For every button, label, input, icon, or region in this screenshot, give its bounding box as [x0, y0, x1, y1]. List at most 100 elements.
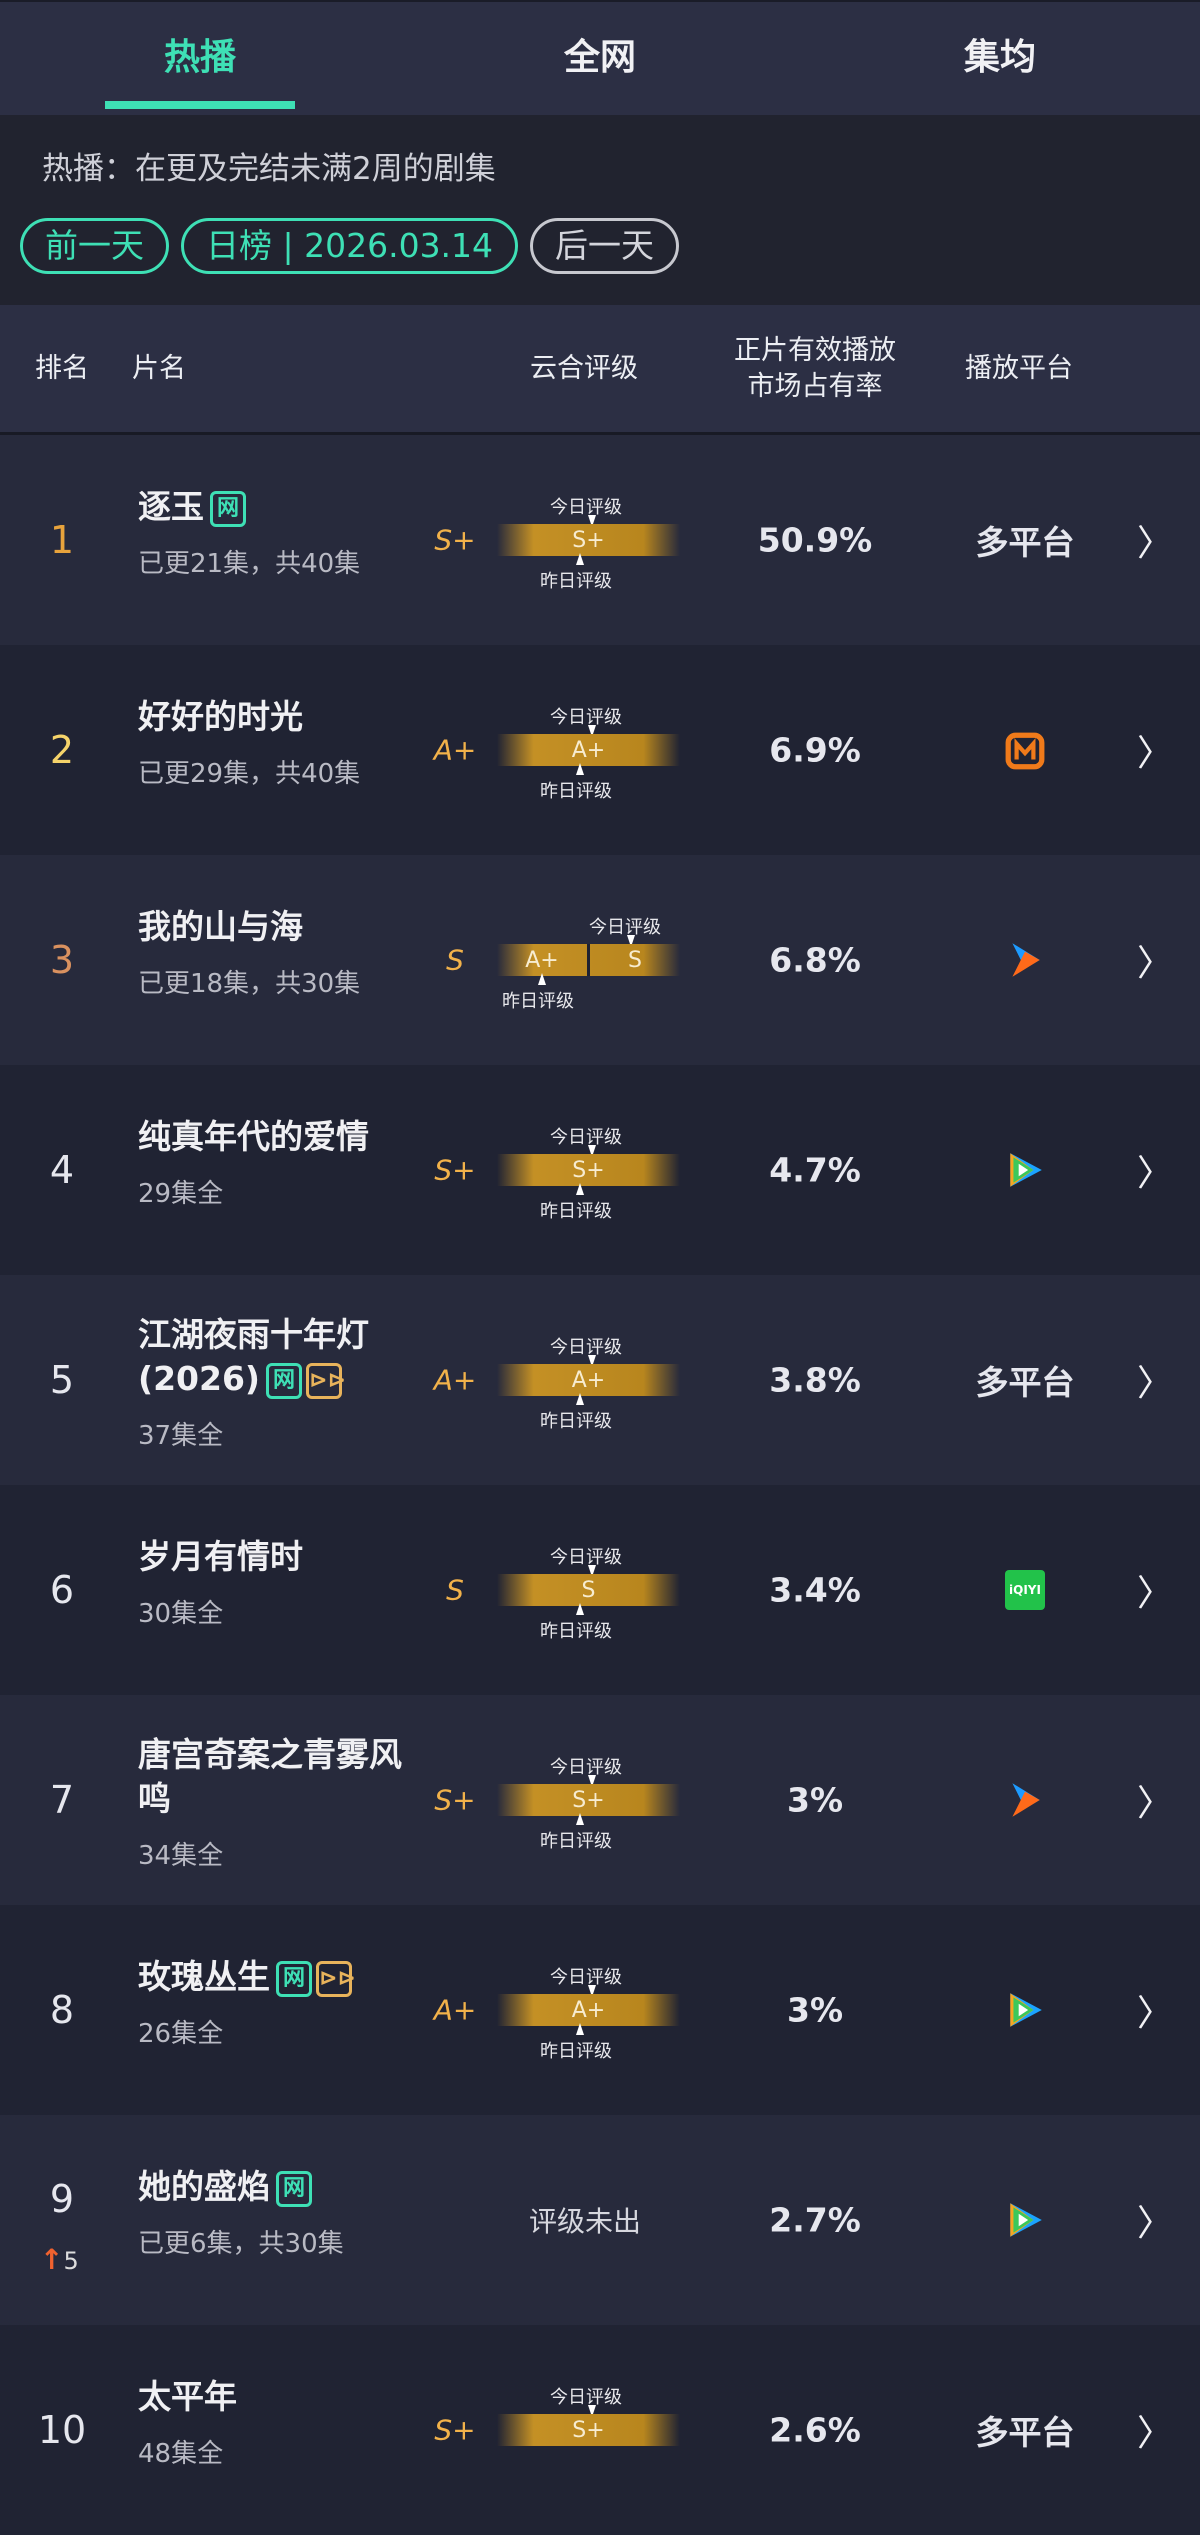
- chevron-right-icon[interactable]: 〉: [1136, 523, 1174, 564]
- chevron-right-icon[interactable]: 〉: [1136, 2203, 1174, 2244]
- drama-title-text: 她的盛焰: [138, 2167, 270, 2206]
- youku-icon: [1004, 939, 1046, 981]
- today-marker: [588, 1565, 596, 1577]
- grade-bar: S+: [497, 1784, 680, 1816]
- rank-number: 1: [49, 518, 75, 562]
- vip-badge-icon: ⊳⊳: [316, 1960, 356, 1997]
- today-grade-label: 今日评级: [589, 917, 661, 938]
- drama-title[interactable]: 她的盛焰网: [138, 2165, 408, 2209]
- today-grade-label: 今日评级: [550, 1547, 622, 1568]
- drama-info: 唐宫奇案之青雾风鸣 34集全: [138, 1733, 408, 1872]
- chevron-right-icon[interactable]: 〉: [1136, 1573, 1174, 1614]
- market-share: 3%: [786, 1990, 844, 2030]
- drama-title-text: 纯真年代的爱情: [138, 1117, 369, 1156]
- table-row[interactable]: 1 逐玉网已更21集，共40集 S+ 今日评级 S+ 昨日评级 50.9% 多平台 〉: [0, 435, 1200, 645]
- tab-episode-average[interactable]: 集均: [963, 37, 1036, 78]
- web-drama-badge: 网: [276, 2170, 312, 2207]
- drama-title[interactable]: 我的山与海: [138, 905, 408, 949]
- web-drama-badge: 网: [210, 490, 246, 527]
- today-grade: A+: [571, 1997, 606, 2023]
- episode-status: 34集全: [138, 1841, 224, 1871]
- table-row[interactable]: 4 纯真年代的爱情 29集全 S+ 今日评级 S+ 昨日评级 4.7% 〉: [0, 1065, 1200, 1275]
- yesterday-grade-label: 昨日评级: [540, 1411, 612, 1432]
- tab-hot[interactable]: 热播: [0, 2, 400, 115]
- today-marker: [588, 1145, 596, 1157]
- drama-title[interactable]: 玫瑰丛生网 ⊳⊳: [138, 1955, 408, 1999]
- divider: [587, 944, 590, 976]
- drama-title[interactable]: 好好的时光: [138, 695, 408, 739]
- table-row[interactable]: 6 岁月有情时 30集全 S 今日评级 S 昨日评级 3.4% iQIYI 〉: [0, 1485, 1200, 1695]
- rank-number: 5: [49, 1358, 75, 1402]
- today-grade: S+: [572, 1787, 605, 1813]
- rank-number: 7: [49, 1778, 75, 1822]
- yesterday-grade: A+: [525, 947, 559, 973]
- yesterday-grade-label: 昨日评级: [540, 1201, 612, 1222]
- chevron-right-icon[interactable]: 〉: [1136, 2413, 1174, 2454]
- rank-number: 4: [49, 1148, 75, 1192]
- chevron-right-icon[interactable]: 〉: [1136, 1783, 1174, 1824]
- drama-title[interactable]: 太平年: [138, 2375, 408, 2419]
- chevron-right-icon[interactable]: 〉: [1136, 1363, 1174, 1404]
- prev-day-button[interactable]: 前一天: [20, 218, 169, 274]
- yesterday-grade-label: 昨日评级: [540, 781, 612, 802]
- drama-title[interactable]: 江湖夜雨十年灯(2026) 网 ⊳⊳: [138, 1313, 408, 1401]
- market-share: 3.4%: [769, 1570, 861, 1610]
- col-rank: 排名: [35, 352, 89, 384]
- drama-info: 太平年 48集全: [138, 2375, 408, 2470]
- yesterday-marker: [576, 1393, 584, 1405]
- grade-letter: S: [446, 1573, 464, 1607]
- chevron-right-icon[interactable]: 〉: [1136, 733, 1174, 774]
- episode-status: 37集全: [138, 1421, 224, 1451]
- drama-title-text: 唐宫奇案之青雾风鸣: [138, 1735, 402, 1818]
- yesterday-marker: [576, 1183, 584, 1195]
- ranking-list: 1 逐玉网已更21集，共40集 S+ 今日评级 S+ 昨日评级 50.9% 多平台〉 2 好好的时…: [0, 435, 1200, 2535]
- rank-number: 6: [49, 1568, 75, 1612]
- table-row[interactable]: 9 ↑5 她的盛焰网已更6集，共30集 评级未出 2.7% 〉: [0, 2115, 1200, 2325]
- drama-title[interactable]: 逐玉网: [138, 485, 408, 529]
- platform-multi: 多平台: [975, 1363, 1075, 1402]
- table-row[interactable]: 7 唐宫奇案之青雾风鸣 34集全 S+ 今日评级 S+ 昨日评级 3% 〉: [0, 1695, 1200, 1905]
- yesterday-grade-label: 昨日评级: [540, 2041, 612, 2062]
- table-row[interactable]: 10 太平年 48集全 S+ 今日评级 S+ 2.6% 多平台 〉: [0, 2325, 1200, 2535]
- market-share: 2.7%: [769, 2200, 861, 2240]
- today-marker: [588, 1775, 596, 1787]
- episode-status: 已更29集，共40集: [138, 759, 361, 789]
- chevron-right-icon[interactable]: 〉: [1136, 1153, 1174, 1194]
- chevron-right-icon[interactable]: 〉: [1136, 943, 1174, 984]
- grade-bar: S+: [497, 2414, 680, 2446]
- today-grade-label: 今日评级: [550, 497, 622, 518]
- next-day-button[interactable]: 后一天: [530, 218, 680, 274]
- grade-letter: S+: [434, 1783, 476, 1817]
- table-row[interactable]: 8 玫瑰丛生网 ⊳⊳ 26集全 A+ 今日评级 A+ 昨日评级 3% 〉: [0, 1905, 1200, 2115]
- drama-info: 我的山与海 已更18集，共30集: [138, 905, 408, 1000]
- today-grade: S+: [572, 2417, 605, 2443]
- drama-title[interactable]: 纯真年代的爱情: [138, 1115, 408, 1159]
- grade-unavailable: 评级未出: [528, 2205, 642, 2238]
- today-marker: [588, 1985, 596, 1997]
- drama-title[interactable]: 岁月有情时: [138, 1535, 408, 1579]
- table-row[interactable]: 3 我的山与海 已更18集，共30集 S 今日评级 A+ S 昨日评级 6.8% 〉: [0, 855, 1200, 1065]
- today-grade: S+: [572, 1157, 605, 1183]
- today-marker: [627, 935, 635, 947]
- drama-title[interactable]: 唐宫奇案之青雾风鸣: [138, 1733, 408, 1821]
- table-row[interactable]: 5 江湖夜雨十年灯(2026) 网 ⊳⊳ 37集全 A+ 今日评级 A+ 昨日评级 3.8% 多平台…: [0, 1275, 1200, 1485]
- grade-letter: S+: [434, 2413, 476, 2447]
- yesterday-grade-label: 昨日评级: [540, 1621, 612, 1642]
- table-row[interactable]: 2 好好的时光 已更29集，共40集 A+ 今日评级 A+ 昨日评级 6.9% 〉: [0, 645, 1200, 855]
- yesterday-marker: [576, 763, 584, 775]
- today-marker: [588, 1355, 596, 1367]
- today-grade: A+: [571, 737, 606, 763]
- yesterday-marker: [538, 973, 546, 985]
- chevron-right-icon[interactable]: 〉: [1136, 1993, 1174, 2034]
- today-grade-label: 今日评级: [550, 707, 622, 728]
- vip-badge-icon: ⊳⊳: [306, 1362, 346, 1399]
- date-selector[interactable]: 日榜 | 2026.03.14: [181, 218, 519, 274]
- market-share: 3.8%: [769, 1360, 861, 1400]
- yesterday-grade-label: 昨日评级: [540, 571, 612, 592]
- tab-all-network[interactable]: 全网: [563, 37, 636, 78]
- rank-number: 9: [49, 2177, 75, 2221]
- web-drama-badge: 网: [276, 1960, 312, 1997]
- grade-letter: A+: [433, 1993, 477, 2027]
- yesterday-grade-label: 昨日评级: [540, 1831, 612, 1852]
- market-share: 2.6%: [769, 2410, 861, 2450]
